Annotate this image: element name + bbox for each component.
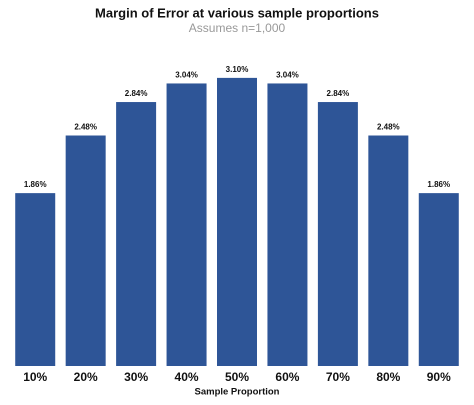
value-label: 1.86% [24, 180, 47, 189]
chart-subtitle: Assumes n=1,000 [189, 21, 286, 35]
x-tick-label: 10% [23, 370, 47, 384]
x-tick-label: 60% [275, 370, 299, 384]
value-label: 3.10% [226, 65, 249, 74]
x-tick-label: 40% [175, 370, 199, 384]
bar [368, 135, 409, 366]
value-label: 2.48% [377, 123, 400, 132]
value-label: 2.84% [327, 89, 350, 98]
x-tick-label: 20% [74, 370, 98, 384]
x-axis-label: Sample Proportion [195, 387, 280, 398]
chart-title: Margin of Error at various sample propor… [95, 5, 379, 20]
value-label: 1.86% [427, 180, 450, 189]
x-tick-label: 30% [124, 370, 148, 384]
bar [166, 83, 207, 366]
x-tick-label: 50% [225, 370, 249, 384]
bar [317, 102, 358, 366]
bar [217, 77, 257, 366]
value-label: 2.84% [125, 89, 148, 98]
value-label: 2.48% [74, 123, 97, 132]
x-tick-label: 90% [427, 370, 451, 384]
bar [116, 102, 157, 366]
value-label: 3.04% [175, 71, 198, 80]
bar [65, 135, 106, 366]
bar [418, 193, 459, 366]
bar [267, 83, 308, 366]
bar [15, 193, 56, 366]
value-label: 3.04% [276, 71, 299, 80]
x-tick-label: 70% [326, 370, 350, 384]
x-tick-label: 80% [376, 370, 400, 384]
